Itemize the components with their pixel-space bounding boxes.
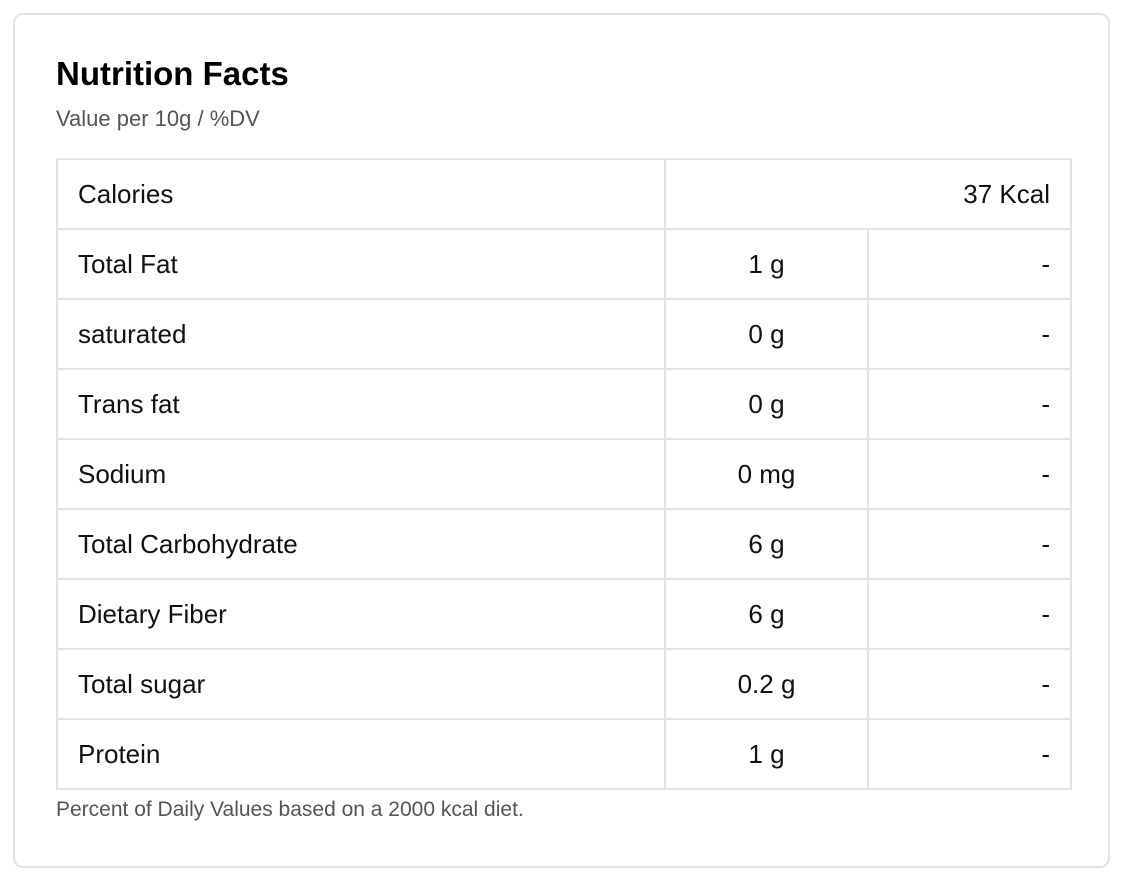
nutrient-amount: 6 g — [664, 578, 869, 650]
table-row: Protein 1 g - — [56, 718, 1072, 790]
nutrient-amount: 6 g — [664, 508, 869, 580]
nutrient-amount: 0.2 g — [664, 648, 869, 720]
nutrient-name: Total sugar — [56, 648, 666, 720]
table-row: Total Carbohydrate 6 g - — [56, 508, 1072, 580]
panel-title: Nutrition Facts — [56, 55, 289, 92]
nutrient-daily-value: - — [867, 648, 1072, 720]
nutrient-amount: 0 g — [664, 298, 869, 370]
nutrient-amount: 0 g — [664, 368, 869, 440]
calories-value: 37 Kcal — [664, 158, 1072, 230]
nutrient-name: Protein — [56, 718, 666, 790]
nutrient-name: Sodium — [56, 438, 666, 510]
nutrient-amount: 0 mg — [664, 438, 869, 510]
nutrition-facts-card: Nutrition Facts Value per 10g / %DV Calo… — [13, 13, 1110, 868]
nutrient-name: Dietary Fiber — [56, 578, 666, 650]
nutrition-table: Calories 37 Kcal Total Fat 1 g - saturat… — [56, 158, 1072, 790]
nutrient-daily-value: - — [867, 298, 1072, 370]
panel-subtitle: Value per 10g / %DV — [56, 106, 260, 131]
table-row: Total sugar 0.2 g - — [56, 648, 1072, 720]
nutrient-name: Total Fat — [56, 228, 666, 300]
nutrient-daily-value: - — [867, 368, 1072, 440]
nutrient-name: Trans fat — [56, 368, 666, 440]
nutrient-name: Total Carbohydrate — [56, 508, 666, 580]
table-row: Sodium 0 mg - — [56, 438, 1072, 510]
table-row: saturated 0 g - — [56, 298, 1072, 370]
nutrient-daily-value: - — [867, 718, 1072, 790]
nutrient-daily-value: - — [867, 438, 1072, 510]
nutrient-daily-value: - — [867, 228, 1072, 300]
nutrient-daily-value: - — [867, 578, 1072, 650]
table-row-calories: Calories 37 Kcal — [56, 158, 1072, 230]
nutrient-amount: 1 g — [664, 718, 869, 790]
table-row: Total Fat 1 g - — [56, 228, 1072, 300]
nutrient-amount: 1 g — [664, 228, 869, 300]
nutrient-daily-value: - — [867, 508, 1072, 580]
calories-label: Calories — [56, 158, 666, 230]
daily-value-footnote: Percent of Daily Values based on a 2000 … — [56, 798, 524, 821]
table-row: Trans fat 0 g - — [56, 368, 1072, 440]
nutrient-name: saturated — [56, 298, 666, 370]
table-row: Dietary Fiber 6 g - — [56, 578, 1072, 650]
